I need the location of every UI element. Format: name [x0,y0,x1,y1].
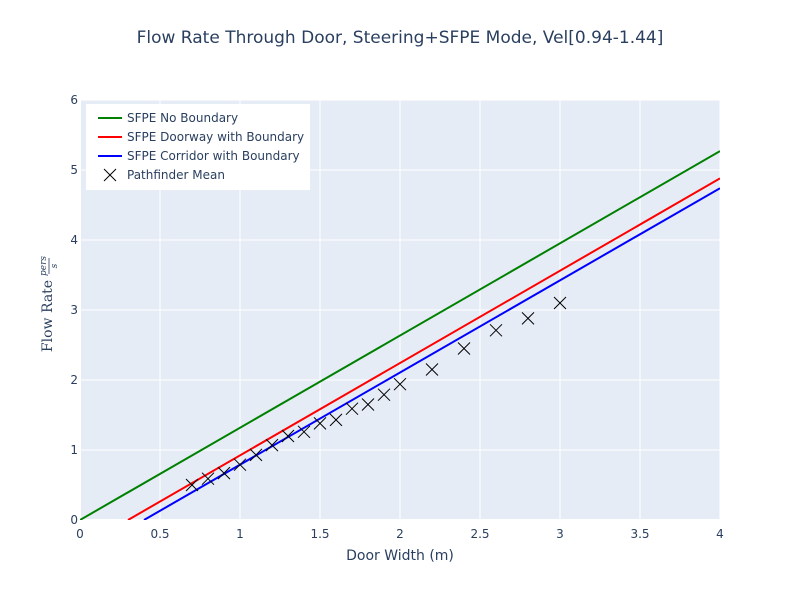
data-point-marker [201,472,215,486]
x-tick-label: 2.5 [470,527,489,541]
legend-label: SFPE No Boundary [127,111,238,125]
data-point-marker [489,323,503,337]
data-point-marker [377,388,391,402]
data-point-marker [457,342,471,355]
legend: SFPE No Boundary SFPE Doorway with Bounda… [86,104,310,190]
x-axis-title: Door Width (m) [346,548,454,564]
x-tick-label: 0 [76,527,84,541]
x-tick-labels: 0 0.5 1 1.5 2 2.5 3 3.5 4 [76,527,724,541]
data-point-marker [185,478,199,492]
data-point-marker [297,425,311,439]
data-point-marker [345,402,359,416]
x-tick-label: 1.5 [310,527,329,541]
y-axis-unit-denominator: s [50,263,60,268]
data-point-marker [361,398,375,411]
x-tick-label: 1 [236,527,244,541]
y-axis-title: Flow Rate [40,280,56,352]
x-tick-label: 0.5 [150,527,169,541]
legend-label: SFPE Corridor with Boundary [127,149,300,163]
y-tick-label: 6 [70,93,78,107]
data-point-marker [553,296,567,310]
data-point-marker [521,312,535,325]
y-tick-label: 0 [70,513,78,527]
y-tick-label: 2 [70,373,78,387]
series-line-1 [80,150,720,520]
data-point-marker [233,458,247,472]
x-tick-label: 2 [396,527,404,541]
legend-swatch-marker [103,168,117,182]
series-layer [80,150,720,520]
data-point-marker [313,417,327,430]
data-point-marker [425,363,439,376]
series-line-2 [127,177,720,520]
data-point-marker [281,429,295,443]
x-tick-label: 3.5 [630,527,649,541]
y-tick-label: 4 [70,233,78,247]
x-tick-label: 4 [716,527,724,541]
y-axis-unit-numerator: pers [39,256,49,276]
y-tick-label: 1 [70,443,78,457]
data-point-marker [217,466,231,480]
y-axis-title-group: Flow Rate pers s [39,256,60,352]
y-tick-labels: 0 1 2 3 4 5 6 [70,93,78,527]
data-point-marker [329,413,343,427]
data-point-marker [249,448,263,462]
zero-lines [79,100,720,521]
legend-background [86,104,310,190]
chart-title: Flow Rate Through Door, Steering+SFPE Mo… [137,28,664,48]
x-tick-label: 3 [556,527,564,541]
legend-label: Pathfinder Mean [127,168,225,182]
y-tick-label: 5 [70,163,78,177]
y-tick-label: 3 [70,303,78,317]
legend-label: SFPE Doorway with Boundary [127,130,304,144]
data-point-marker [393,377,407,391]
data-point-marker [265,438,279,452]
